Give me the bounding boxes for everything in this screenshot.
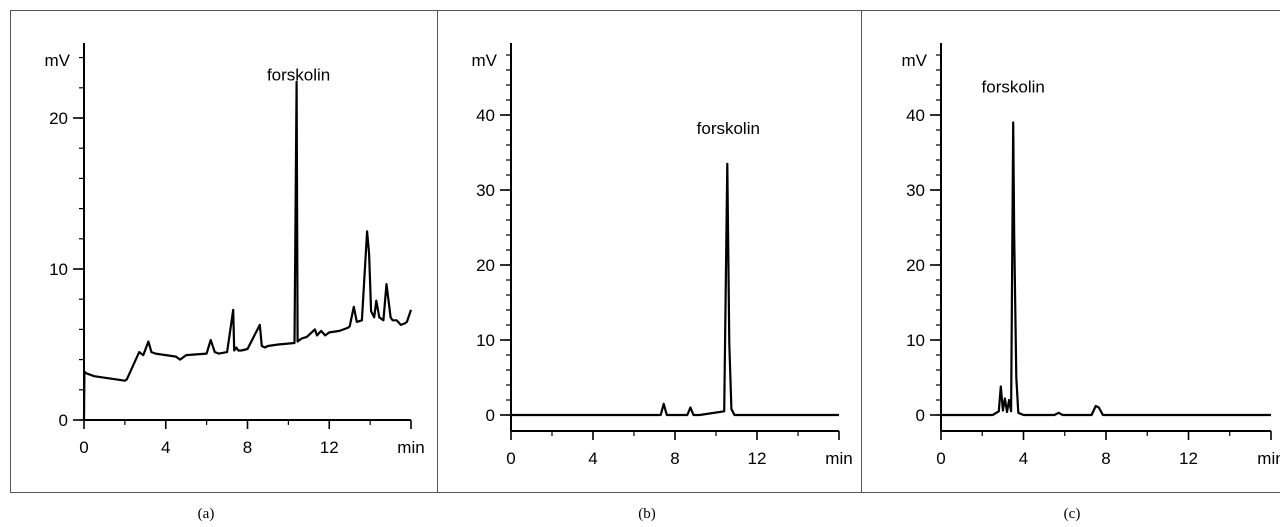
chromatogram-b: 0 10 20 30 40 mV 0 4 8 12 min forskolin bbox=[472, 43, 853, 468]
panel-b-forskolin-label: forskolin bbox=[697, 119, 760, 138]
panel-b-x-tick-label: 4 bbox=[588, 449, 597, 468]
panel-a-y-tick-label: 10 bbox=[49, 260, 68, 279]
panel-c-y-tick-label: 0 bbox=[916, 406, 925, 425]
panel-a-x-tick-label: 0 bbox=[79, 438, 88, 457]
panel-b-y-unit: mV bbox=[472, 51, 498, 70]
panel-b-x-tick-label: 8 bbox=[670, 449, 679, 468]
panel-b-y-tick-label: 0 bbox=[486, 406, 495, 425]
panel-b-x-tick-label: 0 bbox=[506, 449, 515, 468]
panel-c-frame bbox=[861, 10, 1280, 493]
panel-a-caption: (a) bbox=[197, 506, 215, 522]
panel-c-x-tick-label: 8 bbox=[1101, 449, 1110, 468]
panel-a-x-unit: min bbox=[397, 438, 424, 457]
panel-c-x-tick-label: 12 bbox=[1179, 449, 1198, 468]
panel-b-y-tick-label: 10 bbox=[476, 331, 495, 350]
panel-a-x-tick-label: 4 bbox=[161, 438, 170, 457]
panel-b-x-tick-label: 12 bbox=[748, 449, 767, 468]
panel-a-x-tick-label: 8 bbox=[243, 438, 252, 457]
panel-b-x-unit: min bbox=[825, 449, 852, 468]
panel-c-x-unit: min bbox=[1257, 449, 1280, 468]
panel-c-forskolin-label: forskolin bbox=[982, 78, 1045, 97]
panel-a-y-tick-label: 20 bbox=[49, 109, 68, 128]
chromatogram-a: 0 10 20 mV 0 4 8 12 min forskolin bbox=[45, 43, 425, 457]
panel-c-trace bbox=[941, 121, 1271, 417]
panel-b-trace bbox=[511, 162, 839, 417]
panel-c-y-tick-label: 40 bbox=[906, 106, 925, 125]
panel-a-y-tick-label: 0 bbox=[59, 411, 68, 430]
panel-a-trace bbox=[82, 80, 413, 421]
panel-c-y-tick-label: 10 bbox=[906, 331, 925, 350]
panel-b-caption: (b) bbox=[638, 506, 656, 522]
panel-c-y-tick-label: 30 bbox=[906, 181, 925, 200]
panel-b-y-tick-label: 40 bbox=[476, 106, 495, 125]
panel-b-y-tick-label: 20 bbox=[476, 256, 495, 275]
chromatogram-c: 0 10 20 30 40 mV 0 4 8 12 min forskolin bbox=[902, 43, 1280, 468]
panel-b-y-tick-label: 30 bbox=[476, 181, 495, 200]
panel-c-y-tick-label: 20 bbox=[906, 256, 925, 275]
panel-a-x-tick-label: 12 bbox=[320, 438, 339, 457]
panel-b-frame bbox=[437, 10, 862, 493]
panel-c-caption: (c) bbox=[1063, 506, 1081, 522]
panel-c-y-unit: mV bbox=[902, 51, 928, 70]
panel-c-x-tick-label: 4 bbox=[1019, 449, 1028, 468]
panel-a-y-unit: mV bbox=[45, 51, 71, 70]
panel-a-forskolin-label: forskolin bbox=[267, 65, 330, 84]
panel-c-x-tick-label: 0 bbox=[936, 449, 945, 468]
